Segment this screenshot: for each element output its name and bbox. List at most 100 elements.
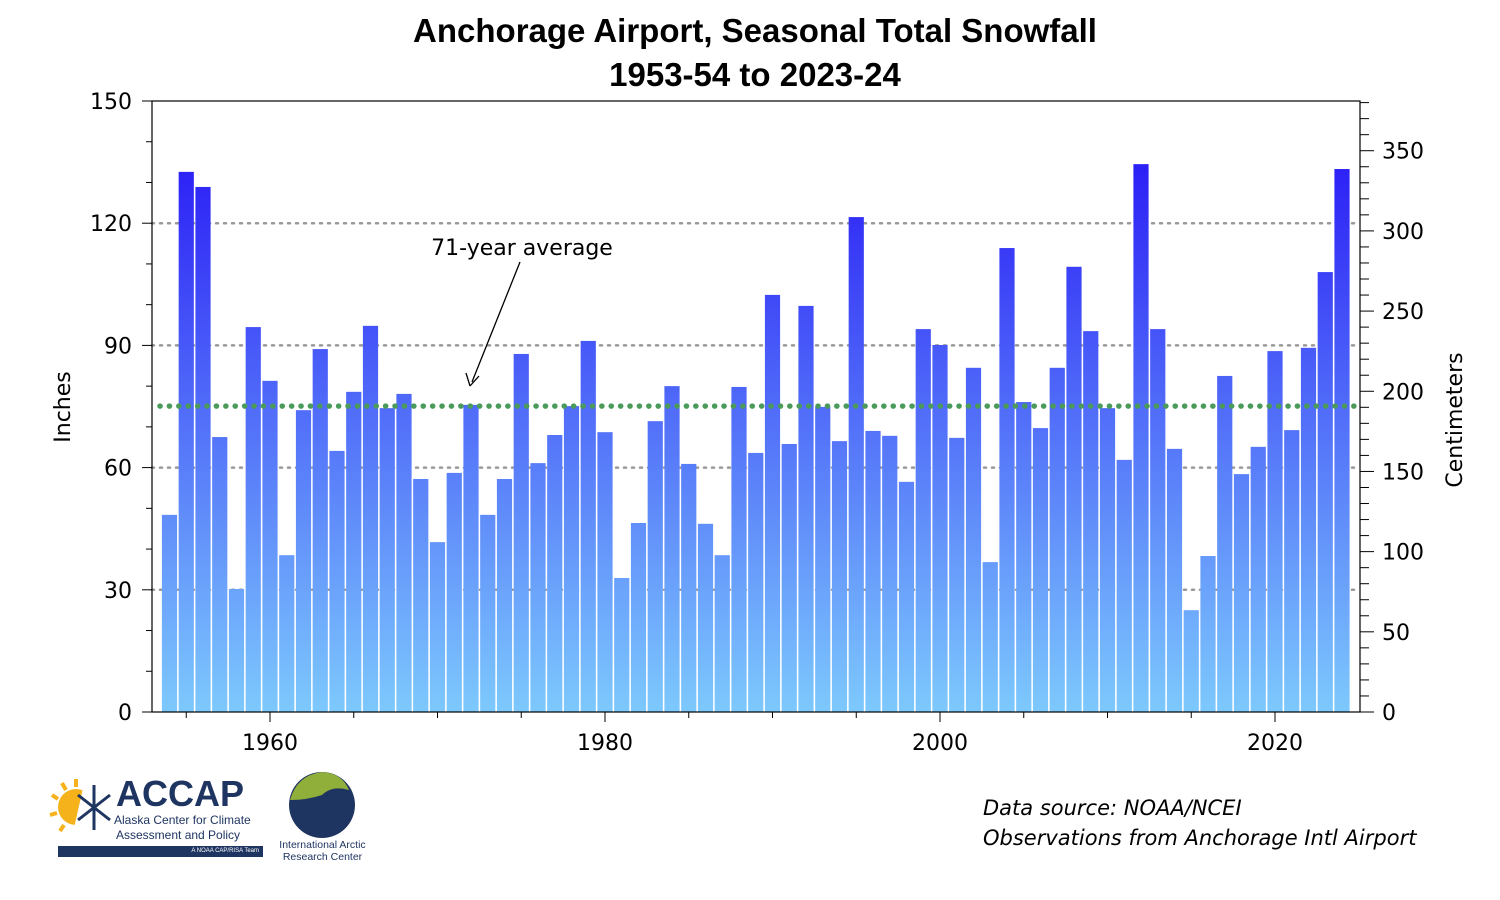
bar-1983 (647, 421, 663, 712)
bar-2014 (1166, 448, 1183, 712)
accap-line2: Assessment and Policy (116, 828, 241, 842)
bar-2020 (1267, 351, 1283, 712)
y2-tick-label: 200 (1382, 380, 1424, 405)
bar-1962 (295, 410, 312, 712)
bar-1993 (815, 406, 831, 712)
sun-snowflake-icon (49, 775, 114, 837)
bar-1963 (312, 349, 328, 712)
bar-1974 (496, 479, 513, 712)
bar-1990 (764, 294, 781, 712)
y2-tick-label: 100 (1382, 541, 1424, 566)
bar-2018 (1233, 474, 1250, 712)
bar-1977 (547, 435, 563, 712)
bar-1980 (597, 432, 613, 712)
iarc-logo: International Arctic Research Center (270, 770, 375, 865)
bar-2015 (1183, 610, 1199, 712)
accap-tag: A NOAA CAP/RISA Team (58, 846, 263, 857)
bar-2022 (1300, 347, 1317, 712)
bar-2013 (1150, 329, 1166, 712)
x-tick-label: 1980 (577, 731, 633, 756)
y2-tick-label: 250 (1382, 300, 1424, 325)
bar-1975 (513, 353, 529, 712)
bar-1994 (831, 441, 848, 712)
bar-1987 (714, 555, 730, 712)
bar-1954 (161, 514, 178, 712)
bar-1982 (630, 522, 647, 712)
bar-1996 (865, 430, 881, 712)
y2-axis-label: Centimeters (1443, 352, 1468, 487)
accap-line1: Alaska Center for Climate (114, 813, 251, 827)
x-tick-label: 1960 (242, 731, 298, 756)
bar-1961 (279, 555, 295, 712)
bar-2002 (965, 367, 982, 712)
bar-2007 (1049, 367, 1065, 712)
bar-1969 (413, 479, 429, 712)
y-tick-label: 120 (90, 212, 132, 237)
bar-1985 (681, 463, 697, 712)
arrow-head-icon (465, 372, 480, 387)
average-label: 71-year average (431, 236, 613, 261)
y-tick-label: 60 (104, 457, 132, 482)
bar-1972 (463, 404, 479, 712)
bar-2010 (1099, 408, 1116, 712)
globe-icon (289, 772, 355, 838)
chart-subtitle: 1953-54 to 2023-24 (609, 56, 901, 93)
iarc-line1: International Arctic (279, 839, 366, 851)
bar-1986 (697, 523, 714, 712)
bar-1992 (798, 305, 814, 712)
bar-1978 (563, 406, 580, 712)
bar-1984 (664, 386, 680, 712)
bar-1965 (346, 391, 362, 712)
y-tick-label: 0 (118, 701, 132, 726)
bar-1958 (228, 588, 245, 712)
bar-1957 (212, 437, 228, 712)
bar-2017 (1217, 375, 1233, 712)
bar-1999 (915, 329, 931, 712)
bar-2021 (1284, 430, 1300, 712)
y2-tick-label: 350 (1382, 140, 1424, 165)
bar-1973 (480, 514, 496, 712)
bar-1967 (379, 408, 395, 712)
bar-1964 (329, 450, 345, 712)
bar-2005 (1016, 402, 1032, 712)
y2-tick-label: 50 (1382, 621, 1410, 646)
bar-1981 (614, 577, 630, 712)
y2-tick-label: 150 (1382, 460, 1424, 485)
bar-2016 (1200, 555, 1216, 712)
bar-2001 (949, 437, 965, 712)
average-arrow (471, 261, 521, 383)
bar-2003 (982, 562, 998, 712)
bar-2024 (1334, 169, 1350, 713)
bar-1988 (731, 386, 747, 712)
bar-2019 (1250, 446, 1266, 712)
y-tick-label: 150 (90, 90, 132, 115)
bar-1956 (195, 186, 211, 712)
bar-1955 (178, 171, 194, 713)
y2-tick-label: 300 (1382, 220, 1424, 245)
x-tick-label: 2000 (912, 731, 968, 756)
bar-1966 (362, 325, 379, 712)
bar-2006 (1032, 428, 1049, 712)
y2-tick-label: 0 (1382, 701, 1396, 726)
y-tick-label: 30 (104, 579, 132, 604)
bar-1997 (882, 435, 898, 712)
bar-1989 (748, 452, 764, 712)
bar-2004 (999, 248, 1015, 712)
bar-1968 (396, 393, 412, 712)
bar-2000 (932, 344, 948, 712)
bar-1971 (446, 472, 462, 712)
accap-logo: ACCAP Alaska Center for Climate Assessme… (44, 773, 269, 860)
bar-1970 (429, 542, 446, 712)
x-tick-label: 2020 (1247, 731, 1303, 756)
bar-1998 (898, 481, 915, 712)
y-axis-label: Inches (51, 371, 76, 442)
bar-2023 (1317, 272, 1333, 712)
y-tick-label: 90 (104, 334, 132, 359)
bar-1991 (781, 443, 797, 712)
data-source: Data source: NOAA/NCEI Observations from… (983, 793, 1416, 853)
bar-1976 (530, 463, 546, 712)
bar-1960 (262, 380, 278, 712)
source-line-1: Data source: NOAA/NCEI (983, 796, 1242, 820)
bar-1979 (580, 340, 596, 712)
